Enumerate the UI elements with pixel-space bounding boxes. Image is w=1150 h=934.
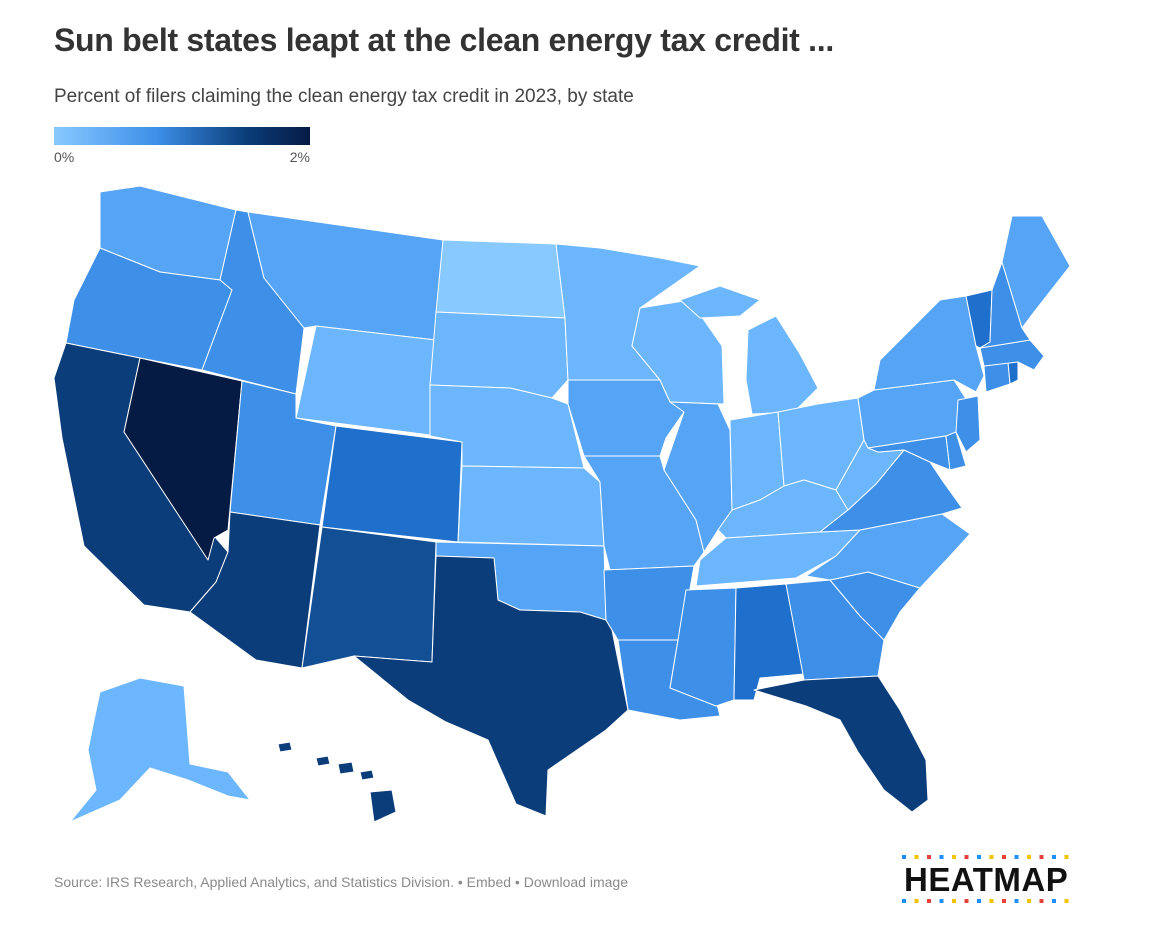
logo-dot: [964, 855, 969, 859]
state-AZ[interactable]: Arizona: [189, 511, 321, 669]
color-legend: 0% 2%: [54, 127, 310, 165]
state-HI[interactable]: Hawaii: [277, 741, 397, 823]
logo-dot: [914, 855, 919, 859]
logo-dot: [939, 899, 944, 903]
logo-dot: [1039, 899, 1044, 903]
state-ME[interactable]: Maine: [1001, 215, 1071, 329]
legend-gradient-bar: [54, 127, 310, 145]
footer-source-line: Source: IRS Research, Applied Analytics,…: [54, 874, 628, 890]
state-MO[interactable]: Missouri: [583, 455, 705, 571]
logo-dot: [1027, 899, 1031, 903]
state-NM[interactable]: New Mexico: [301, 526, 437, 669]
logo-dot: [964, 899, 969, 903]
footer-separator: •: [457, 874, 463, 890]
logo-dot: [902, 899, 906, 903]
logo-dot: [977, 855, 981, 859]
logo-dot: [914, 899, 919, 903]
logo-dot: [952, 855, 956, 859]
logo-dot: [927, 855, 931, 859]
logo-dot: [1064, 855, 1069, 859]
logo-dot: [902, 855, 906, 859]
state-DE[interactable]: Delaware: [945, 431, 967, 471]
state-CO[interactable]: Colorado: [321, 425, 463, 543]
logo-wordmark: HEATMAP: [904, 861, 1069, 898]
logo-dot-row-bottom: [902, 899, 1069, 903]
state-MI[interactable]: Michigan: [679, 285, 819, 415]
logo-dot: [1002, 855, 1006, 859]
chart-title: Sun belt states leapt at the clean energ…: [54, 22, 834, 58]
legend-labels: 0% 2%: [54, 149, 310, 165]
logo-dot: [1064, 899, 1069, 903]
state-NY[interactable]: New York: [873, 295, 985, 393]
logo-dot: [939, 855, 944, 859]
heatmap-logo: HEATMAP: [900, 855, 1076, 905]
logo-dot: [927, 899, 931, 903]
logo-dot: [989, 899, 994, 903]
logo-dot-row-top: [902, 855, 1069, 859]
logo-dot: [1039, 855, 1044, 859]
logo-dot: [952, 899, 956, 903]
state-IL[interactable]: Illinois: [663, 401, 733, 553]
chart-subtitle: Percent of filers claiming the clean ene…: [54, 86, 634, 107]
state-AK[interactable]: Alaska: [69, 677, 251, 823]
state-FL[interactable]: Florida: [753, 675, 929, 813]
logo-dot: [1052, 899, 1056, 903]
logo-dot: [977, 899, 981, 903]
logo-dot: [989, 855, 994, 859]
legend-max-label: 2%: [289, 149, 310, 165]
download-image-link[interactable]: Download image: [523, 874, 628, 890]
state-RI[interactable]: Rhode Island: [1007, 361, 1019, 385]
logo-dot: [1014, 855, 1019, 859]
logo-dot: [1052, 855, 1056, 859]
legend-min-label: 0%: [54, 149, 75, 165]
logo-dot: [1014, 899, 1019, 903]
state-TX[interactable]: Texas: [353, 555, 629, 817]
source-text: Source: IRS Research, Applied Analytics,…: [54, 874, 454, 890]
footer-separator: •: [514, 874, 520, 890]
state-SD[interactable]: South Dakota: [429, 311, 569, 399]
embed-link[interactable]: Embed: [466, 874, 512, 890]
state-NJ[interactable]: New Jersey: [955, 395, 981, 453]
state-KS[interactable]: Kansas: [457, 465, 605, 547]
state-CT[interactable]: Connecticut: [983, 361, 1011, 393]
logo-dot: [1002, 899, 1006, 903]
logo-dot: [1027, 855, 1031, 859]
state-ND[interactable]: North Dakota: [435, 239, 566, 319]
state-WY[interactable]: Wyoming: [295, 325, 437, 436]
